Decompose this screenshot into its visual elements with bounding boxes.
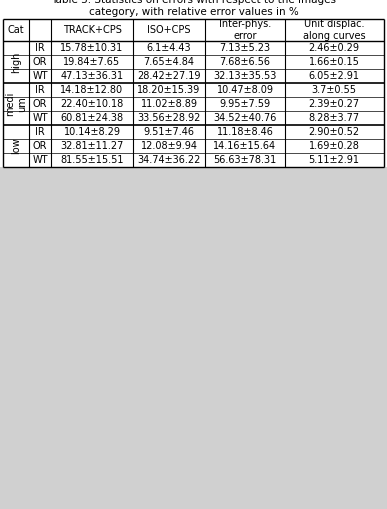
Text: 81.55±15.51: 81.55±15.51: [60, 155, 124, 165]
Text: OR: OR: [33, 57, 47, 67]
Text: 7.68±6.56: 7.68±6.56: [219, 57, 271, 67]
Text: 10.14±8.29: 10.14±8.29: [63, 127, 120, 137]
Text: 14.18±12.80: 14.18±12.80: [60, 85, 123, 95]
Text: 22.40±10.18: 22.40±10.18: [60, 99, 123, 109]
Text: 10.47±8.09: 10.47±8.09: [216, 85, 274, 95]
Text: WT: WT: [32, 155, 48, 165]
Text: 7.65±4.84: 7.65±4.84: [144, 57, 195, 67]
Text: 6.05±2.91: 6.05±2.91: [308, 71, 360, 81]
Bar: [0, 167, 387, 509]
Text: 1.66±0.15: 1.66±0.15: [308, 57, 360, 67]
Text: 7.13±5.23: 7.13±5.23: [219, 43, 271, 53]
Text: 34.74±36.22: 34.74±36.22: [137, 155, 201, 165]
Text: OR: OR: [33, 141, 47, 151]
Text: IR: IR: [35, 43, 45, 53]
Text: WT: WT: [32, 71, 48, 81]
Text: medi
um: medi um: [5, 92, 27, 116]
Text: 60.81±24.38: 60.81±24.38: [60, 113, 123, 123]
Text: 18.20±15.39: 18.20±15.39: [137, 85, 200, 95]
Text: 2.46±0.29: 2.46±0.29: [308, 43, 360, 53]
Text: 8.28±3.77: 8.28±3.77: [308, 113, 360, 123]
Text: ISO+CPS: ISO+CPS: [147, 25, 191, 35]
Text: 32.81±11.27: 32.81±11.27: [60, 141, 124, 151]
Text: low: low: [11, 138, 21, 154]
Text: 15.78±10.31: 15.78±10.31: [60, 43, 123, 53]
Text: 32.13±35.53: 32.13±35.53: [213, 71, 277, 81]
Text: 2.90±0.52: 2.90±0.52: [308, 127, 360, 137]
Text: 33.56±28.92: 33.56±28.92: [137, 113, 201, 123]
Text: WT: WT: [32, 113, 48, 123]
Text: 2.39±0.27: 2.39±0.27: [308, 99, 360, 109]
Text: Inter-phys.
error: Inter-phys. error: [219, 19, 271, 41]
Text: 12.08±9.94: 12.08±9.94: [140, 141, 197, 151]
Text: Cat: Cat: [8, 25, 24, 35]
Text: 14.16±15.64: 14.16±15.64: [214, 141, 277, 151]
Text: 3.7±0.55: 3.7±0.55: [312, 85, 356, 95]
Text: 11.02±8.89: 11.02±8.89: [140, 99, 197, 109]
Text: Unit displac.
along curves: Unit displac. along curves: [303, 19, 365, 41]
Text: OR: OR: [33, 99, 47, 109]
Text: TRACK+CPS: TRACK+CPS: [63, 25, 122, 35]
Text: 47.13±36.31: 47.13±36.31: [60, 71, 123, 81]
Text: 6.1±4.43: 6.1±4.43: [147, 43, 191, 53]
Text: 9.51±7.46: 9.51±7.46: [144, 127, 195, 137]
Text: 1.69±0.28: 1.69±0.28: [308, 141, 360, 151]
Text: 11.18±8.46: 11.18±8.46: [217, 127, 274, 137]
Text: 5.11±2.91: 5.11±2.91: [308, 155, 360, 165]
Text: IR: IR: [35, 85, 45, 95]
Text: IR: IR: [35, 127, 45, 137]
Text: 28.42±27.19: 28.42±27.19: [137, 71, 201, 81]
Text: high: high: [11, 51, 21, 73]
Text: 19.84±7.65: 19.84±7.65: [63, 57, 121, 67]
Text: Table 5. Statistics on errors with respect to the images
category, with relative: Table 5. Statistics on errors with respe…: [51, 0, 336, 17]
Text: 34.52±40.76: 34.52±40.76: [213, 113, 277, 123]
Text: 9.95±7.59: 9.95±7.59: [219, 99, 271, 109]
Text: 56.63±78.31: 56.63±78.31: [213, 155, 277, 165]
